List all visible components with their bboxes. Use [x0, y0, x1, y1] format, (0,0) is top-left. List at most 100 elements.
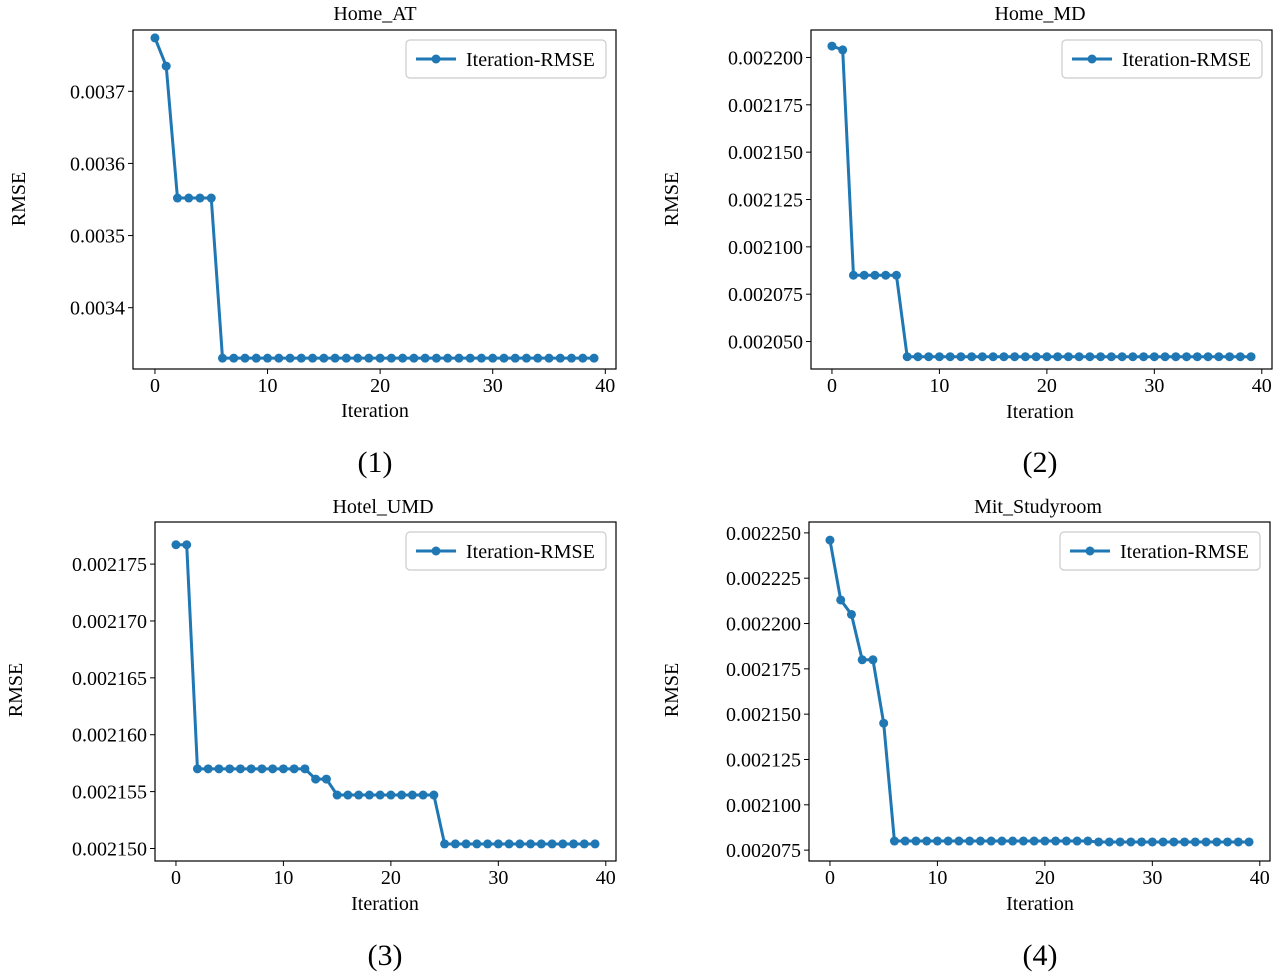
data-point: [555, 353, 565, 363]
y-tick-label: 0.0037: [70, 81, 125, 103]
data-point: [1214, 352, 1224, 362]
data-point: [1212, 837, 1222, 847]
y-tick-label: 0.002225: [726, 568, 801, 590]
data-point: [353, 353, 363, 363]
x-tick-label: 10: [927, 867, 947, 889]
data-point: [1139, 352, 1149, 362]
chart-title: Home_AT: [333, 3, 416, 25]
data-point: [296, 353, 306, 363]
data-point: [1040, 836, 1050, 846]
data-point: [1072, 836, 1082, 846]
data-point: [397, 790, 407, 800]
data-point: [1201, 837, 1211, 847]
data-point: [943, 836, 953, 846]
x-tick-label: 0: [171, 867, 181, 889]
data-point: [1083, 836, 1093, 846]
y-tick-label: 0.002150: [726, 704, 801, 726]
y-tick-label: 0.002150: [72, 838, 147, 860]
data-point: [1180, 837, 1190, 847]
data-point: [1126, 837, 1136, 847]
data-point: [454, 353, 464, 363]
data-point: [569, 839, 579, 849]
legend-marker: [431, 546, 441, 556]
data-point: [274, 353, 284, 363]
data-point: [848, 270, 858, 280]
x-axis-label: Iteration: [1006, 893, 1074, 915]
data-point: [1171, 352, 1181, 362]
data-point: [251, 353, 261, 363]
data-point: [589, 353, 599, 363]
axes-frame: [154, 521, 617, 862]
data-point: [465, 353, 475, 363]
y-tick-label: 0.002075: [728, 284, 803, 306]
legend-box: [405, 531, 607, 571]
data-point: [1020, 352, 1030, 362]
data-point: [999, 352, 1009, 362]
chart-title: Home_MD: [994, 3, 1085, 25]
legend-marker: [1087, 54, 1097, 64]
x-tick-label: 40: [595, 375, 615, 397]
x-tick-label: 40: [1252, 375, 1272, 397]
panel-caption: (2): [1023, 446, 1058, 479]
legend-box: [1061, 39, 1263, 79]
data-point: [900, 836, 910, 846]
data-point: [375, 353, 385, 363]
data-point: [1147, 837, 1157, 847]
data-point: [956, 352, 966, 362]
x-tick-label: 20: [381, 867, 401, 889]
x-axis-label: Iteration: [341, 400, 409, 422]
x-axis-label: Iteration: [1006, 401, 1074, 423]
data-point: [1182, 352, 1192, 362]
data-point: [911, 836, 921, 846]
data-point: [343, 790, 353, 800]
y-tick-label: 0.002150: [728, 142, 803, 164]
data-point: [836, 595, 846, 605]
y-tick-label: 0.002200: [726, 614, 801, 636]
data-point: [934, 352, 944, 362]
series-line: [175, 543, 596, 846]
data-point: [879, 718, 889, 728]
data-point: [240, 353, 250, 363]
y-tick-label: 0.002155: [72, 782, 147, 804]
data-point: [493, 839, 503, 849]
data-point: [1137, 837, 1147, 847]
axes-frame: [808, 521, 1271, 862]
data-point: [150, 33, 160, 43]
y-tick-label: 0.0034: [70, 298, 125, 320]
series-line: [828, 539, 1250, 844]
data-point: [590, 839, 600, 849]
data-point: [229, 353, 239, 363]
x-tick-label: 10: [929, 375, 949, 397]
plot-area: 0 10 20 30 40 0.002050 0.002075 0.002100 0.00212…: [728, 29, 1273, 397]
y-tick-label: 0.0036: [70, 153, 125, 175]
y-tick-label: 0.0035: [70, 226, 125, 248]
x-tick-label: 20: [1037, 375, 1057, 397]
data-point: [1010, 352, 1020, 362]
data-point: [289, 764, 299, 774]
data-point: [881, 270, 891, 280]
data-point: [192, 764, 202, 774]
data-point: [161, 61, 171, 71]
data-point: [536, 839, 546, 849]
data-point: [225, 764, 235, 774]
data-point: [308, 353, 318, 363]
data-point: [407, 790, 417, 800]
data-point: [330, 353, 340, 363]
data-point: [521, 353, 531, 363]
data-point: [300, 764, 310, 774]
legend-box: [405, 39, 607, 79]
data-point: [278, 764, 288, 774]
y-tick-label: 0.002125: [726, 749, 801, 771]
data-point: [1115, 837, 1125, 847]
data-point: [483, 839, 493, 849]
data-point: [472, 839, 482, 849]
data-point: [932, 836, 942, 846]
y-tick-label: 0.002175: [726, 659, 801, 681]
data-point: [1203, 352, 1213, 362]
data-point: [1225, 352, 1235, 362]
data-point: [321, 774, 331, 784]
data-point: [246, 764, 256, 774]
data-point: [499, 353, 509, 363]
data-point: [476, 353, 486, 363]
data-point: [332, 790, 342, 800]
